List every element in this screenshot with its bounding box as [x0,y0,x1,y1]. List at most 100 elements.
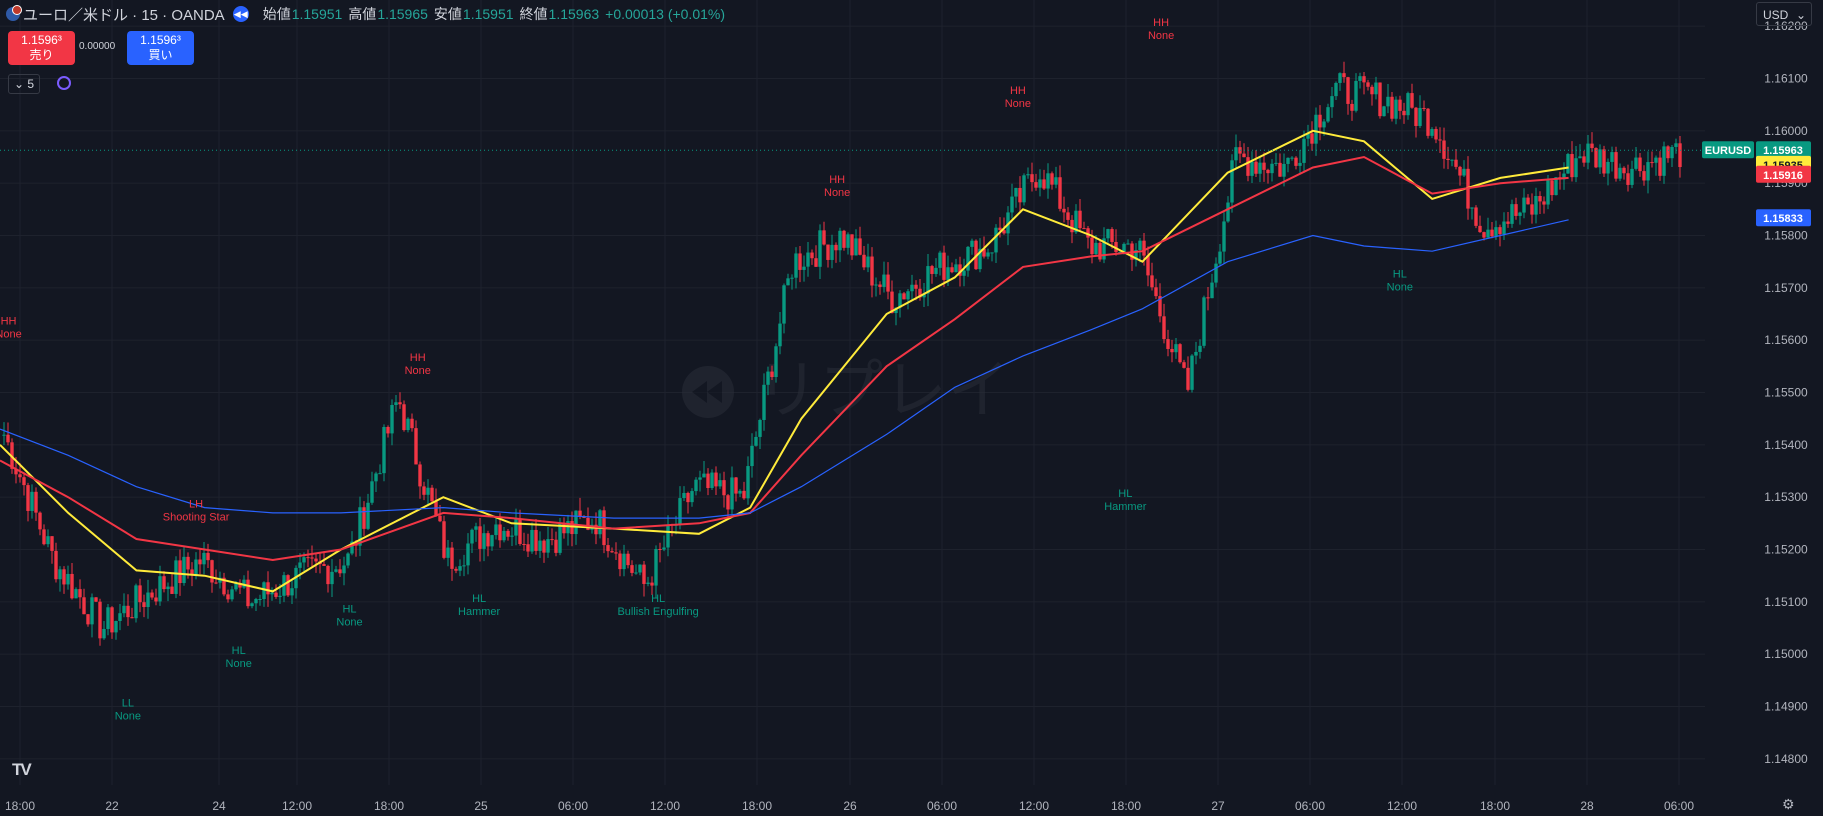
candle-body [1586,143,1590,163]
candle-body [1286,157,1290,164]
sell-price: 1.1596³ [21,33,62,47]
candle-body [866,256,870,268]
candle-body [1674,143,1678,147]
candle-body [638,564,642,573]
y-tick-label: 1.16100 [1764,72,1808,86]
candle-body [258,599,262,601]
candle-body [1406,93,1410,116]
candle-body [394,402,398,406]
candle-body [666,524,670,548]
candle-body [902,293,906,300]
price-axis[interactable]: 1.162001.161001.160001.159001.158001.157… [1764,19,1808,766]
candle-body [1126,243,1130,245]
moving-average-line [0,155,1569,562]
candle-body [1566,154,1570,174]
candle-body [686,492,690,503]
candle-body [930,266,934,274]
candle-body [1366,82,1370,87]
candle-body [646,582,650,584]
candle-body [750,445,754,467]
candle-body [306,557,310,559]
candle-body [1202,297,1206,346]
candle-body [38,512,42,530]
candle-body [66,573,70,585]
candle-body [1098,242,1102,260]
candle-body [1538,196,1542,202]
candle-body [742,490,746,499]
candle-body [862,254,866,268]
candle-body [886,274,890,292]
x-tick-label: 06:00 [927,799,957,813]
candle-body [1082,228,1086,230]
candle-body [82,597,86,615]
pivot-pattern-label: None [226,658,252,670]
candle-body [730,477,734,510]
candle-body [522,543,526,545]
candle-body [270,592,274,595]
candle-body [178,560,182,584]
candle-body [906,291,910,300]
candle-body [694,479,698,492]
y-tick-label: 1.15700 [1764,281,1808,295]
candle-body [762,384,766,420]
candle-body [1014,187,1018,197]
candle-body [1258,162,1262,174]
pivot-pattern-label: Hammer [1104,501,1147,513]
y-tick-label: 1.15200 [1764,543,1808,557]
candle-body [1338,73,1342,83]
candle-body [1122,243,1126,252]
candle-body [842,230,846,248]
pivot-labels: HHNoneLLNoneLHShooting StarHLNoneHLNoneH… [0,17,1413,723]
pivot-pattern-label: Bullish Engulfing [617,606,698,618]
candle-body [966,246,970,271]
candle-body [458,566,462,571]
candle-body [514,518,518,536]
candle-body [1394,99,1398,119]
candle-body [1362,76,1366,83]
pivot-pattern-label: None [824,187,850,199]
candle-body [570,521,574,535]
candle-body [1374,82,1378,95]
candle-body [702,473,706,478]
replay-icon[interactable]: ◀◀ [232,6,249,22]
candle-body [530,529,534,552]
x-tick-label: 18:00 [374,799,404,813]
candle-body [1650,162,1654,164]
candle-body [1246,157,1250,176]
candle-body [934,267,938,274]
candle-body [110,607,114,633]
candle-body [342,565,346,574]
y-tick-label: 1.14900 [1764,700,1808,714]
pivot-kind-label: HH [1,315,17,327]
y-tick-label: 1.15300 [1764,490,1808,504]
candle-body [286,575,290,596]
candle-body [26,485,30,511]
indicators-toggle[interactable]: ⌄ 5 [8,74,41,94]
x-tick-label: 06:00 [1664,799,1694,813]
pivot-pattern-label: None [0,328,22,340]
candle-body [510,535,514,537]
candle-body [466,543,470,566]
price-tag-value: 1.15916 [1763,170,1803,182]
candle-body [1194,351,1198,356]
candle-body [1102,238,1106,260]
buy-button[interactable]: 1.1596³ 買い [127,31,194,65]
candle-body [1614,152,1618,179]
candle-body [802,266,806,270]
x-tick-label: 27 [1211,799,1225,813]
candle-body [1010,196,1014,213]
pivot-kind-label: LL [122,698,134,710]
candle-body [1090,237,1094,255]
symbol-title[interactable]: ユーロ／米ドル · 15 · OANDA [23,6,225,24]
candle-body [1322,121,1326,128]
sell-button[interactable]: 1.1596³ 売り [8,31,75,65]
pivot-pattern-label: None [115,711,141,723]
candle-body [1430,129,1434,136]
time-axis[interactable]: 18:00 22 24 12:00 18:00 25 06:00 12:00 18:00 26 06… [5,799,1694,813]
gear-icon[interactable]: ⚙ [1782,796,1795,812]
currency-select[interactable]: USD ⌄ [1756,2,1812,26]
candle-body [518,518,522,544]
candle-body [1110,229,1114,242]
pivot-pattern-label: None [1148,30,1174,42]
